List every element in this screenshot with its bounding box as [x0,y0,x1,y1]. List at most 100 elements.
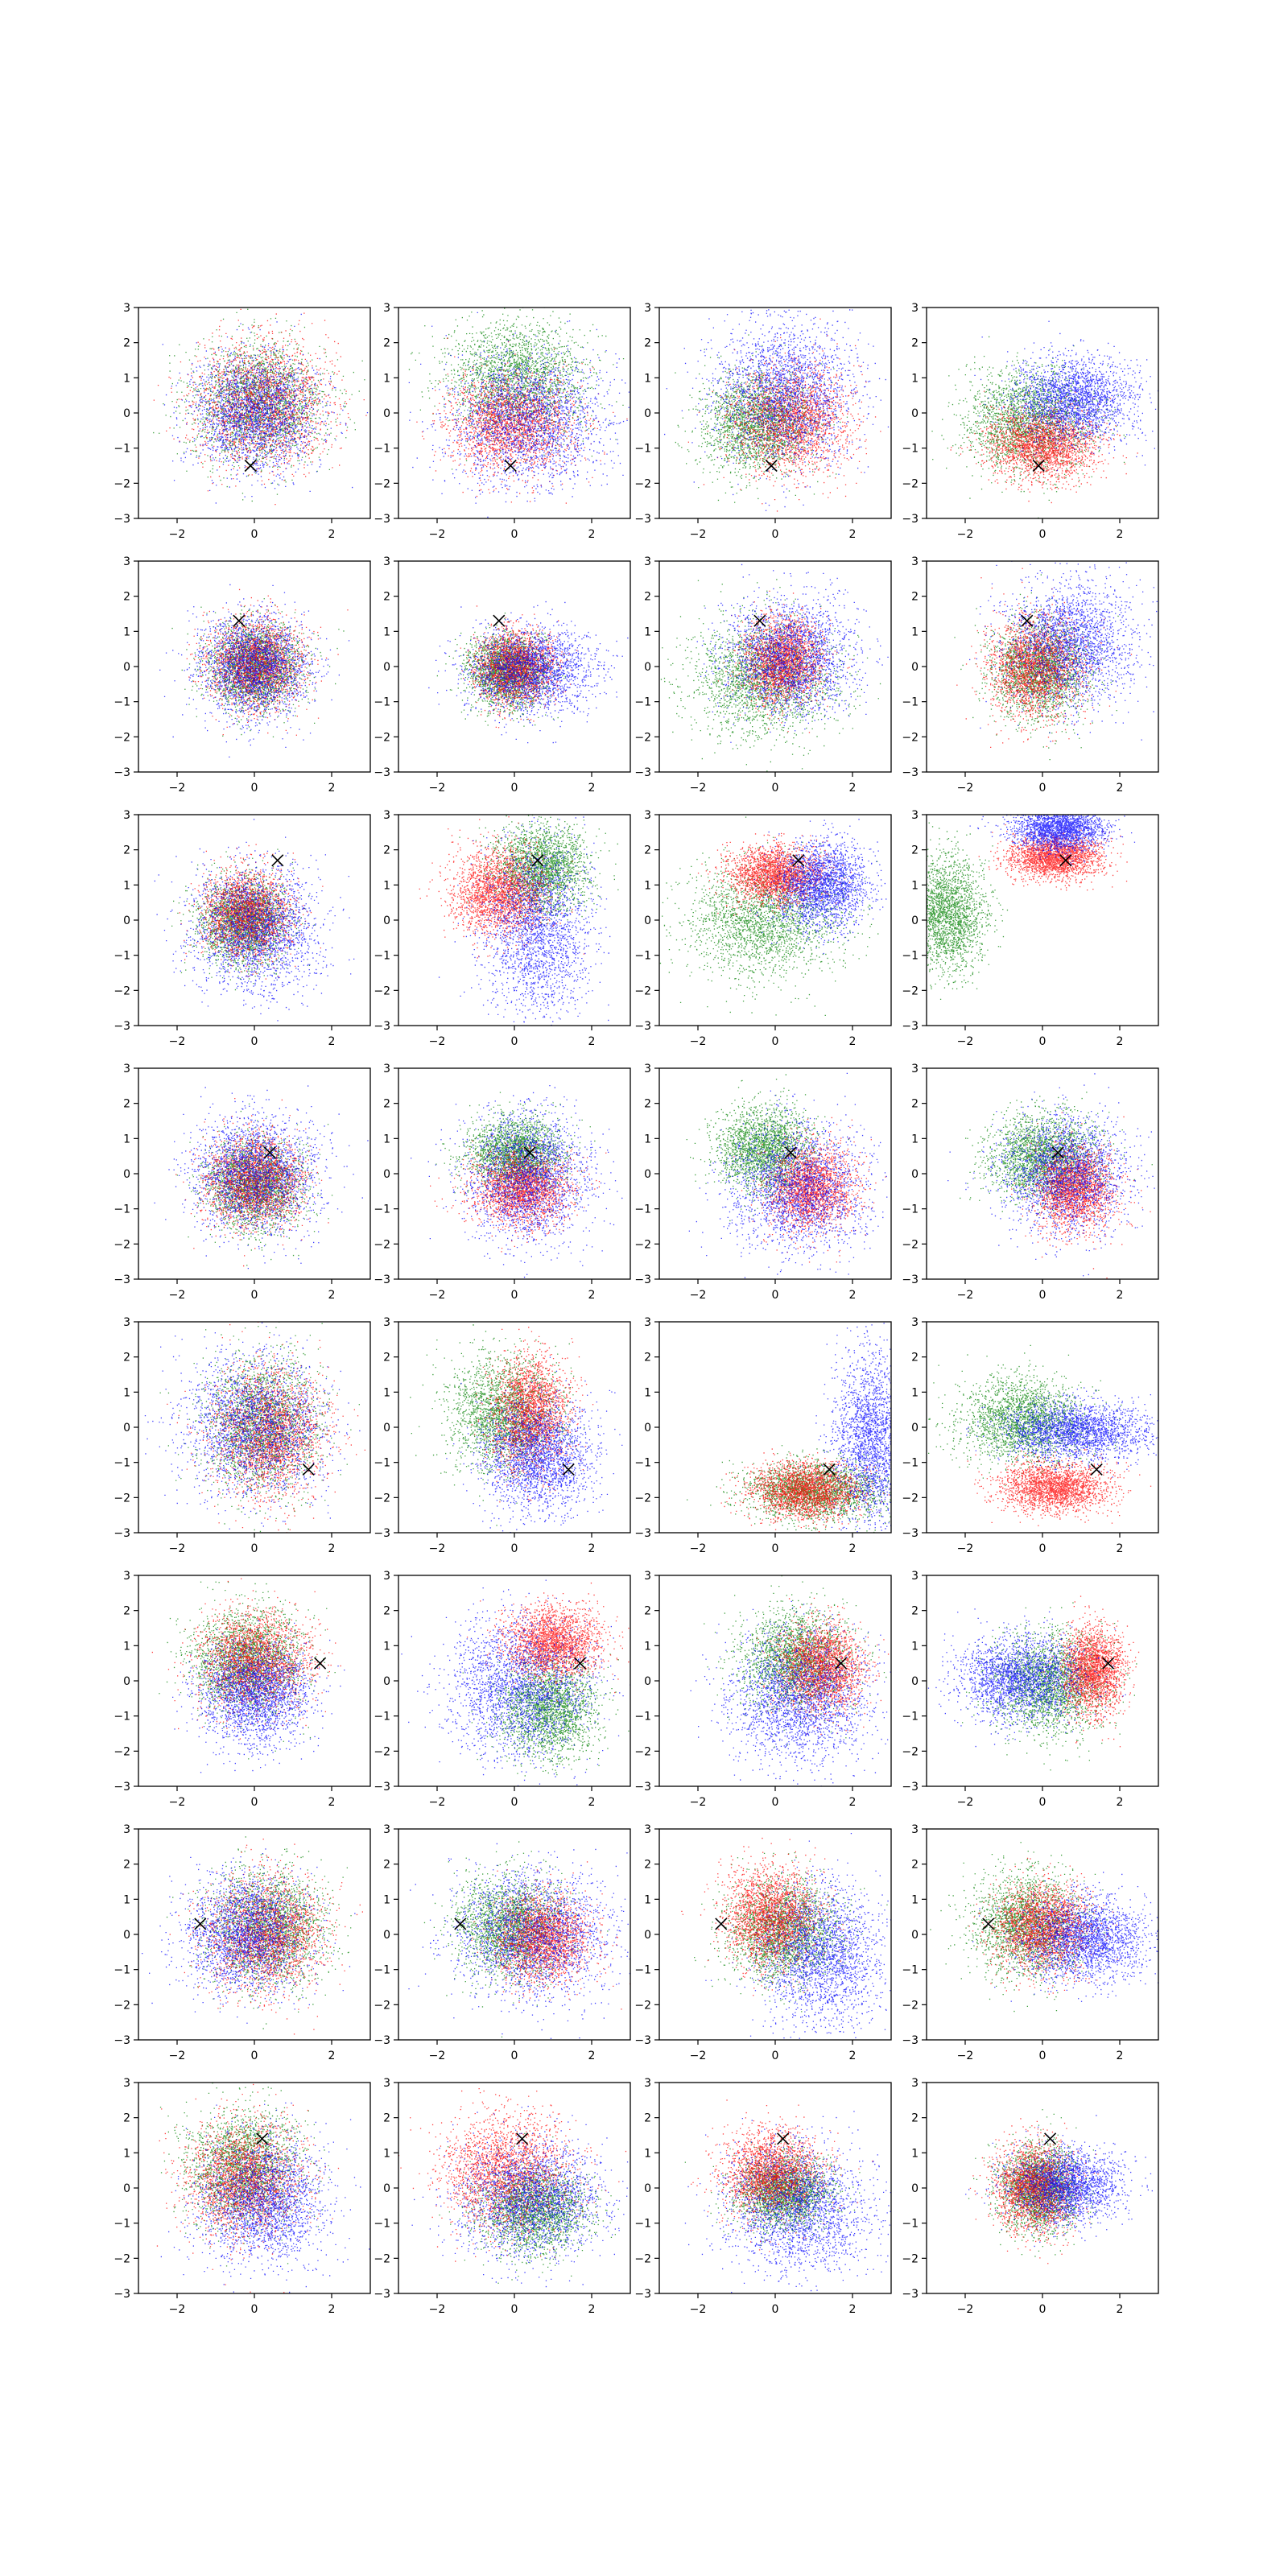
y-tick-label: 0 [123,1168,130,1181]
x-tick-label: 2 [588,2303,596,2316]
x-tick-label: 2 [328,1796,336,1809]
y-tick-label: −3 [902,2034,919,2047]
x-tick-label: −2 [957,2303,974,2316]
x-tick-label: −2 [957,1289,974,1302]
x-tick-label: 0 [251,1796,258,1809]
axes-frame [659,1068,891,1279]
axes-frame [398,1575,630,1786]
y-tick-label: −1 [634,696,651,709]
y-tick-label: 0 [911,1422,919,1435]
y-tick-label: 2 [644,844,651,857]
y-tick-label: −2 [634,1492,651,1505]
y-tick-label: 1 [123,1386,130,1399]
series-red [691,2099,873,2252]
points-red [157,2084,339,2293]
y-tick-label: −3 [634,1274,651,1286]
x-tick-label: 0 [1039,1542,1046,1555]
y-tick-label: −1 [634,1711,651,1724]
y-tick-label: −1 [374,1457,390,1470]
y-tick-label: −1 [634,1457,651,1470]
y-tick-label: 2 [123,1098,130,1111]
y-tick-label: 1 [123,625,130,638]
y-tick-label: 0 [911,661,919,674]
x-tick-label: 2 [588,1035,596,1048]
y-tick-label: 2 [383,844,390,857]
x-tick-label: −2 [957,1542,974,1555]
y-tick-label: −2 [114,1238,130,1251]
y-tick-label: −2 [114,2252,130,2265]
x-tick-label: −2 [690,1542,707,1555]
points-red [467,1583,630,1702]
series-blue [428,601,631,743]
y-tick-label: −3 [114,1781,130,1794]
y-tick-label: 0 [911,1929,919,1942]
x-tick-label: 0 [772,528,779,541]
y-tick-label: 1 [123,372,130,385]
series-red [720,1448,892,1534]
y-tick-label: −2 [634,1745,651,1758]
y-tick-label: −3 [374,2034,390,2047]
y-tick-label: 1 [383,372,390,385]
x-tick-label: 0 [1039,2303,1046,2316]
y-tick-label: 2 [644,1352,651,1364]
y-tick-label: −3 [634,1781,651,1794]
x-tick-label: 0 [1039,2050,1046,2062]
y-tick-label: 3 [644,2077,651,2090]
y-tick-label: 0 [383,2182,390,2195]
y-tick-label: −2 [634,2252,651,2265]
y-tick-label: −1 [114,443,130,456]
y-tick-label: 1 [911,2147,919,2160]
y-tick-label: −1 [374,696,390,709]
y-tick-label: 0 [383,1422,390,1435]
x-marker [1022,615,1033,626]
x-tick-label: 0 [251,1542,258,1555]
y-tick-label: −1 [114,1203,130,1216]
y-tick-label: 0 [123,1675,130,1688]
y-tick-label: 2 [383,1098,390,1111]
y-tick-label: −1 [114,1711,130,1724]
points-blue [439,816,610,1027]
y-tick-label: −2 [114,1745,130,1758]
y-tick-label: −3 [374,513,390,526]
x-tick-label: −2 [957,2050,974,2062]
y-tick-label: 2 [644,1859,651,1872]
y-tick-label: −2 [902,2252,919,2265]
series-green [925,823,1008,1000]
x-tick-label: 2 [1117,1796,1124,1809]
y-tick-label: 0 [911,914,919,927]
x-marker [233,615,245,626]
y-tick-label: −2 [374,2252,390,2265]
y-tick-label: 0 [644,2182,651,2195]
y-tick-label: 0 [644,1422,651,1435]
series-blue [965,2115,1153,2247]
y-tick-label: 1 [383,879,390,892]
y-tick-label: −3 [634,513,651,526]
points-red [180,844,324,980]
points-red [757,1598,889,1735]
y-tick-label: −2 [114,1999,130,2012]
y-tick-label: 0 [911,2182,919,2195]
y-tick-label: 0 [123,1422,130,1435]
y-tick-label: 3 [644,809,651,822]
points-blue [145,1323,361,1534]
x-tick-label: 2 [1117,2303,1124,2316]
y-tick-label: 2 [911,1098,919,1111]
y-tick-label: 3 [644,1316,651,1329]
y-tick-label: 1 [911,625,919,638]
y-tick-label: −1 [374,2218,390,2231]
y-tick-label: 3 [911,2077,919,2090]
x-tick-label: 0 [772,1796,779,1809]
points-green [160,1322,361,1533]
y-tick-label: 1 [911,1640,919,1653]
y-tick-label: −3 [902,513,919,526]
y-tick-label: −1 [374,950,390,963]
x-tick-label: 2 [328,2303,336,2316]
x-tick-label: 2 [328,1542,336,1555]
